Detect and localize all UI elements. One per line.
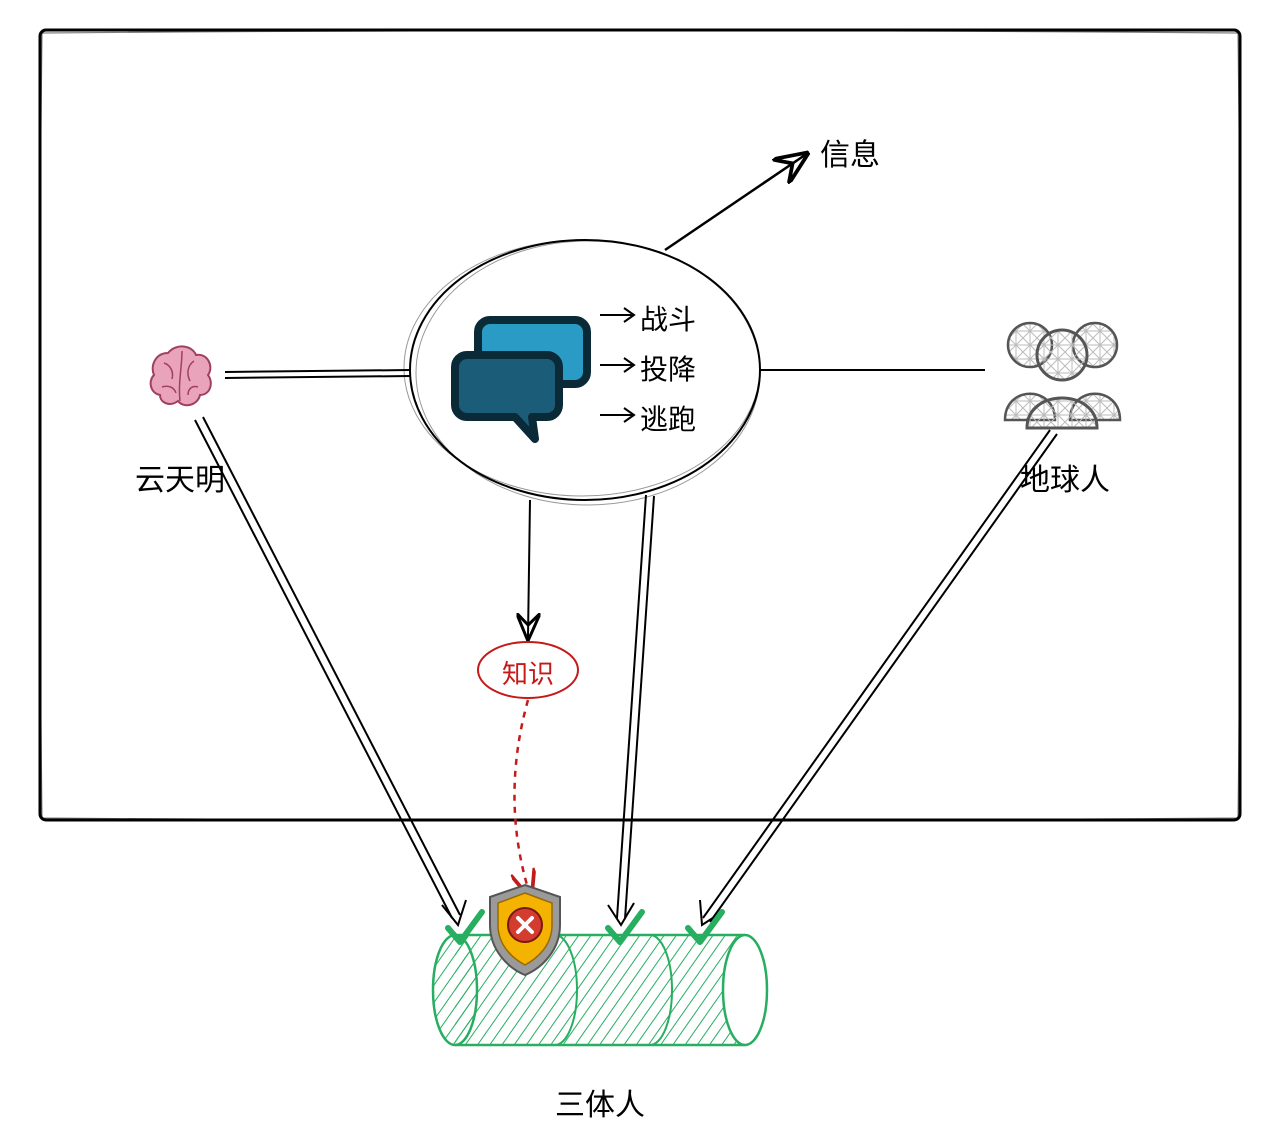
check-icon-3 <box>688 912 722 942</box>
diagram-svg <box>0 0 1280 1146</box>
option-2: 投降 <box>640 348 696 388</box>
edge-center-to-top <box>665 155 805 250</box>
option-arrows <box>600 308 634 422</box>
edge-left-to-center <box>225 370 410 378</box>
speech-bubbles-icon <box>455 320 587 439</box>
cylinder-icon <box>433 935 767 1045</box>
label-top: 信息 <box>820 130 880 174</box>
edge-left-to-bottom <box>195 417 466 925</box>
center-ellipse <box>410 240 760 500</box>
edge-right-to-bottom <box>700 430 1057 925</box>
shield-icon <box>490 885 560 975</box>
label-bottom: 三体人 <box>555 1080 645 1124</box>
edge-center-to-bottom <box>608 495 654 925</box>
edge-knowledge-to-bottom <box>514 700 530 895</box>
label-knowledge: 知识 <box>502 654 554 691</box>
label-right: 地球人 <box>1020 455 1110 499</box>
brain-icon <box>151 346 211 405</box>
diagram-canvas: 云天明 地球人 信息 战斗 投降 逃跑 知识 三体人 <box>0 0 1280 1146</box>
center-ellipse-sketch <box>404 240 760 496</box>
edge-center-to-knowledge <box>528 500 530 637</box>
checkmarks <box>448 912 722 942</box>
label-left: 云天明 <box>135 455 225 499</box>
center-ellipse-sketch2 <box>416 241 760 505</box>
people-group-icon <box>1005 323 1120 428</box>
check-icon-1 <box>448 912 482 942</box>
option-1: 战斗 <box>640 298 696 338</box>
option-3: 逃跑 <box>640 398 696 438</box>
check-icon-2 <box>608 912 642 942</box>
